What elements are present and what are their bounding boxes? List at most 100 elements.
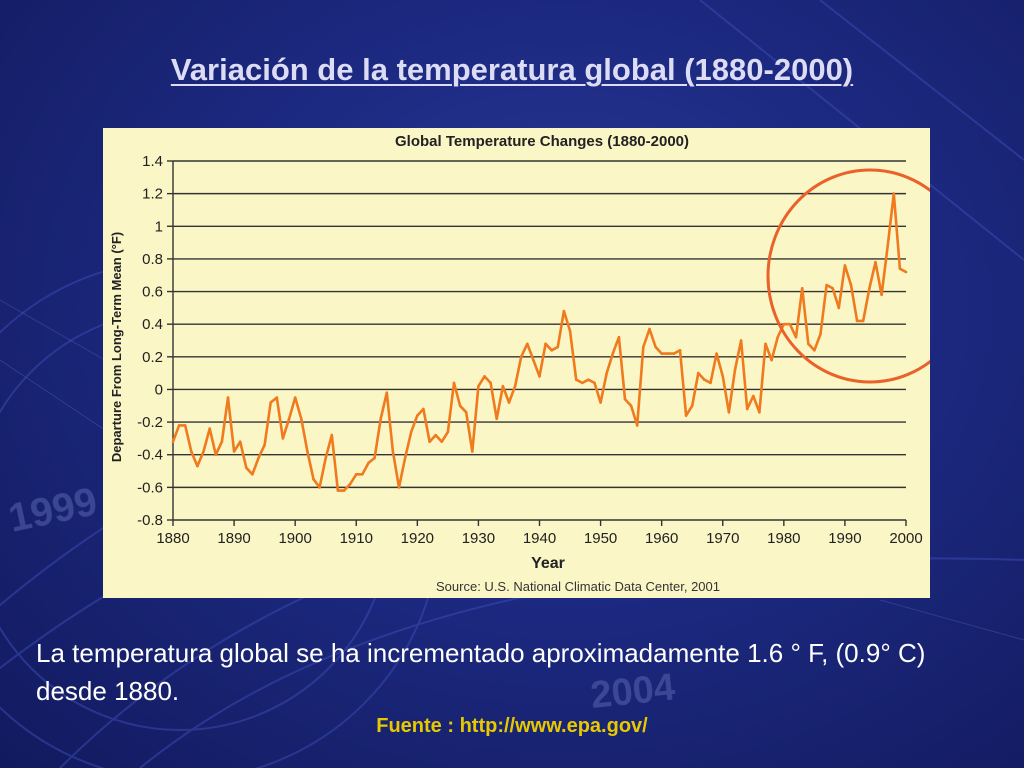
data-point bbox=[342, 489, 346, 492]
data-point bbox=[898, 267, 902, 270]
y-tick-label: 0.6 bbox=[142, 284, 163, 301]
data-point bbox=[422, 407, 425, 411]
data-point bbox=[428, 440, 431, 444]
data-point bbox=[861, 319, 865, 323]
y-tick-label: 0.8 bbox=[142, 251, 163, 268]
data-point bbox=[581, 381, 584, 385]
data-point bbox=[574, 378, 578, 381]
data-point bbox=[611, 352, 615, 355]
data-point bbox=[904, 270, 908, 274]
data-point bbox=[245, 466, 248, 470]
data-point bbox=[214, 453, 218, 457]
data-point bbox=[752, 394, 755, 398]
data-point bbox=[287, 417, 291, 421]
data-point bbox=[788, 322, 792, 326]
data-point bbox=[177, 424, 181, 427]
data-point bbox=[355, 473, 358, 476]
data-point bbox=[843, 264, 847, 267]
data-point bbox=[513, 384, 517, 388]
data-point bbox=[379, 417, 383, 421]
data-point bbox=[819, 332, 822, 336]
data-point bbox=[361, 473, 364, 476]
data-point bbox=[538, 375, 541, 378]
data-point bbox=[409, 430, 413, 434]
highlight-circle bbox=[766, 168, 930, 384]
slide-title: Variación de la temperatura global (1880… bbox=[170, 52, 854, 87]
data-point bbox=[678, 349, 682, 352]
x-tick-label: 1960 bbox=[645, 530, 678, 547]
data-point bbox=[330, 433, 334, 437]
data-point bbox=[306, 450, 309, 453]
data-point bbox=[813, 349, 816, 352]
data-point bbox=[794, 335, 798, 339]
data-point bbox=[367, 461, 370, 465]
data-point bbox=[171, 440, 175, 444]
data-point bbox=[312, 477, 315, 481]
data-point bbox=[764, 342, 767, 346]
data-point bbox=[587, 378, 590, 381]
data-point bbox=[373, 456, 376, 460]
data-point bbox=[715, 352, 718, 355]
data-point bbox=[825, 283, 828, 287]
data-point bbox=[458, 404, 462, 408]
data-point bbox=[654, 345, 657, 349]
data-point bbox=[208, 427, 211, 430]
y-tick-label: 0.2 bbox=[142, 349, 163, 366]
y-tick-label: 1.4 bbox=[142, 153, 163, 170]
source-link[interactable]: Fuente : http://www.epa.gov/ bbox=[376, 715, 648, 737]
data-point bbox=[190, 450, 193, 453]
data-point bbox=[440, 440, 444, 444]
data-point bbox=[220, 440, 224, 444]
temperature-points bbox=[171, 192, 908, 492]
data-point bbox=[397, 486, 401, 489]
data-point bbox=[489, 381, 492, 385]
data-point bbox=[183, 424, 187, 427]
y-axis-label: Departure From Long-Term Mean (°F) bbox=[109, 232, 124, 462]
data-point bbox=[507, 401, 511, 404]
data-point bbox=[709, 381, 712, 385]
data-point bbox=[617, 335, 621, 339]
data-point bbox=[336, 489, 340, 492]
data-point bbox=[635, 424, 639, 427]
data-point bbox=[550, 349, 553, 352]
caption-text: La temperatura global se ha incrementado… bbox=[36, 638, 926, 706]
x-tick-label: 2000 bbox=[889, 530, 922, 547]
chart-gridlines bbox=[172, 160, 906, 521]
data-point bbox=[807, 342, 810, 346]
data-point bbox=[849, 283, 853, 287]
data-point bbox=[758, 411, 761, 414]
x-tick-label: 1880 bbox=[156, 530, 189, 547]
data-point bbox=[642, 345, 645, 349]
data-point bbox=[697, 371, 700, 375]
data-point bbox=[599, 401, 602, 404]
x-tick-label: 1930 bbox=[462, 530, 495, 547]
data-point bbox=[281, 437, 285, 440]
y-tick-label: 1.2 bbox=[142, 186, 163, 203]
data-point bbox=[733, 368, 737, 372]
data-point bbox=[226, 396, 230, 399]
data-point bbox=[660, 352, 663, 355]
data-point bbox=[770, 358, 773, 362]
data-point bbox=[446, 430, 450, 434]
data-point bbox=[434, 433, 438, 437]
data-point bbox=[782, 322, 786, 326]
data-point bbox=[892, 192, 896, 195]
temperature-chart: Global Temperature Changes (1880-2000) -… bbox=[109, 133, 930, 594]
data-point bbox=[416, 414, 419, 417]
data-point bbox=[471, 450, 474, 453]
y-tick-label: -0.4 bbox=[137, 447, 163, 464]
data-point bbox=[568, 329, 572, 332]
x-axis-label: Year bbox=[531, 555, 565, 572]
data-point bbox=[562, 309, 566, 313]
data-point bbox=[745, 407, 749, 411]
y-tick-label: 1 bbox=[155, 218, 163, 235]
data-point bbox=[721, 375, 725, 378]
data-point bbox=[739, 339, 743, 342]
x-tick-label: 1890 bbox=[217, 530, 250, 547]
data-point bbox=[196, 464, 199, 468]
y-tick-label: -0.6 bbox=[137, 479, 163, 496]
data-point bbox=[403, 456, 407, 460]
y-tick-label: -0.8 bbox=[137, 512, 163, 529]
data-point bbox=[452, 381, 456, 385]
x-tick-label: 1990 bbox=[828, 530, 861, 547]
